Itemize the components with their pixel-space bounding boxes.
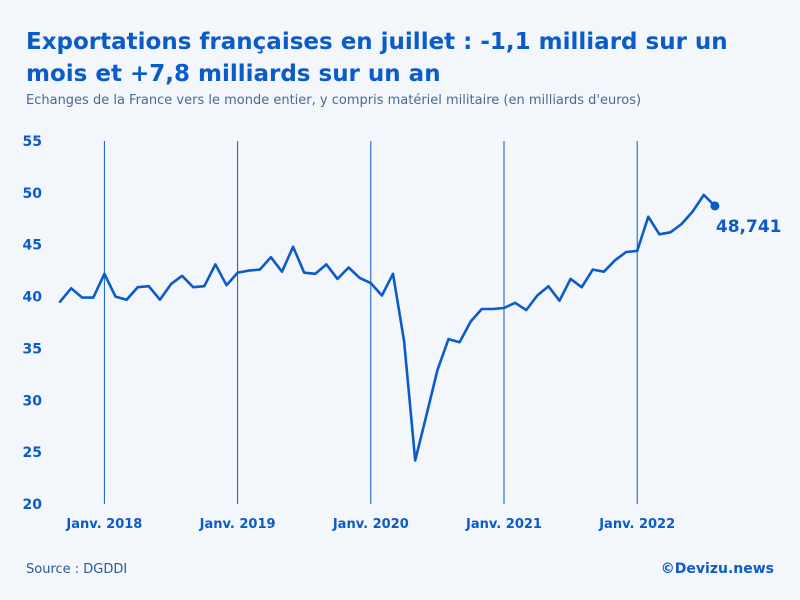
brand-credit: ©Devizu.news: [660, 561, 774, 577]
x-tick-label: Janv. 2021: [465, 517, 542, 532]
x-tick-label: Janv. 2018: [65, 517, 142, 532]
y-tick-label: 45: [23, 238, 42, 254]
y-tick-label: 30: [23, 393, 43, 409]
y-tick-label: 40: [23, 290, 43, 306]
y-tick-label: 25: [23, 445, 42, 461]
y-axis: 55 50 45 40 35 30 25 20: [23, 134, 43, 513]
x-tick-label: Janv. 2020: [332, 517, 409, 532]
y-tick-label: 55: [23, 134, 42, 150]
chart-title: Exportations françaises en juillet : -1,…: [26, 29, 728, 87]
series-layer: 48,741: [58, 193, 782, 462]
chart-subtitle: Echanges de la France vers le monde enti…: [26, 93, 642, 108]
x-tick-label: Janv. 2022: [598, 517, 675, 532]
source-note: Source : DGDDI: [26, 562, 128, 577]
last-point-marker: [710, 201, 720, 211]
last-value-label: 48,741: [716, 217, 782, 237]
y-tick-label: 50: [23, 186, 43, 202]
x-axis: Janv. 2018 Janv. 2019 Janv. 2020 Janv. 2021…: [65, 141, 675, 532]
y-tick-label: 35: [23, 341, 42, 357]
x-tick-label: Janv. 2019: [199, 517, 276, 532]
series-line: [58, 193, 717, 462]
y-tick-label: 20: [23, 497, 43, 513]
